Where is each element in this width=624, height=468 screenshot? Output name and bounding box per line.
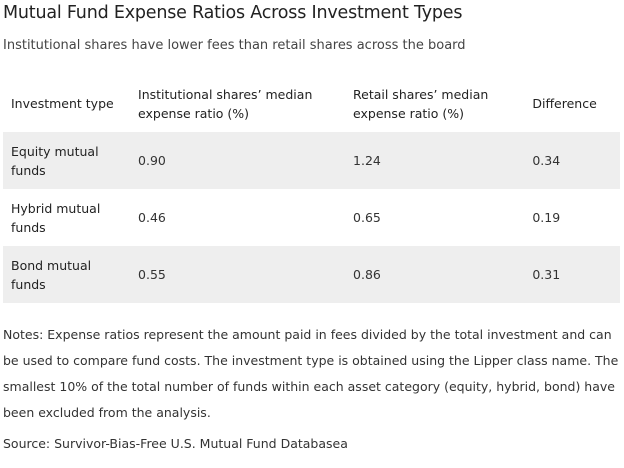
expense-ratio-table: Investment type Institutional shares’ me… bbox=[3, 75, 620, 303]
table-row: Equity mutual funds 0.90 1.24 0.34 bbox=[3, 132, 620, 189]
table-row: Bond mutual funds 0.55 0.86 0.31 bbox=[3, 246, 620, 303]
chart-notes: Notes: Expense ratios represent the amou… bbox=[3, 327, 619, 420]
cell-institutional: 0.90 bbox=[130, 132, 346, 189]
cell-retail: 0.65 bbox=[353, 210, 381, 225]
cell-difference: 0.19 bbox=[532, 210, 561, 225]
cell-retail: 1.24 bbox=[345, 132, 525, 189]
table-row: Hybrid mutual funds 0.46 0.65 0.19 bbox=[3, 189, 620, 246]
column-header-retail: Retail shares’ median expense ratio (%) bbox=[353, 86, 489, 121]
chart-subtitle: Institutional shares have lower fees tha… bbox=[3, 38, 466, 53]
cell-institutional: 0.55 bbox=[130, 246, 346, 303]
cell-retail: 0.86 bbox=[345, 246, 525, 303]
cell-difference: 0.34 bbox=[524, 132, 620, 189]
table-header-row: Investment type Institutional shares’ me… bbox=[3, 75, 620, 132]
cell-investment-type: Bond mutual funds bbox=[3, 246, 131, 303]
chart-source: Source: Survivor-Bias-Free U.S. Mutual F… bbox=[3, 436, 348, 451]
cell-investment-type: Equity mutual funds bbox=[3, 132, 131, 189]
cell-difference: 0.31 bbox=[524, 246, 620, 303]
column-header-difference: Difference bbox=[532, 96, 597, 111]
column-header-investment-type: Investment type bbox=[11, 96, 114, 111]
chart-title: Mutual Fund Expense Ratios Across Invest… bbox=[3, 3, 463, 23]
cell-institutional: 0.46 bbox=[138, 210, 166, 225]
cell-investment-type: Hybrid mutual funds bbox=[11, 200, 101, 235]
column-header-institutional: Institutional shares’ median expense rat… bbox=[138, 86, 313, 121]
